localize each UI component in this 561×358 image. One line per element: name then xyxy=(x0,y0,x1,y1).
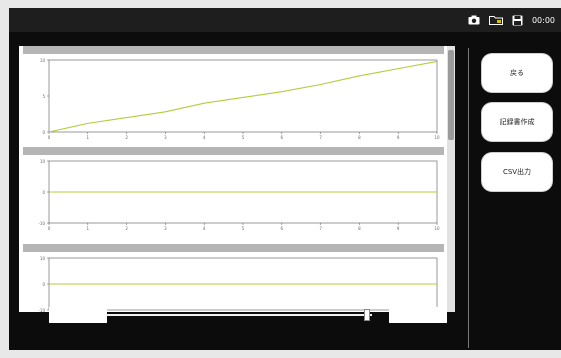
chart-panel-3: -10 0 10 xyxy=(19,244,455,312)
x-tick-label: 1 xyxy=(87,135,90,140)
y-tick-label: 0 xyxy=(42,190,45,195)
y-tick-label: 0 xyxy=(42,282,45,287)
chart-panel-1: 0 5 10 0 1 2 3 4 5 6 7 8 9 10 xyxy=(19,46,455,146)
x-tick-label: 4 xyxy=(203,226,206,231)
x-tick-label: 9 xyxy=(397,226,400,231)
chart-1-svg: 0 5 10 0 1 2 3 4 5 6 7 8 9 10 xyxy=(40,58,440,140)
x-tick-label: 9 xyxy=(397,135,400,140)
next-page-button[interactable] xyxy=(389,307,447,323)
x-tick-label: 4 xyxy=(203,135,206,140)
y-tick-label: 10 xyxy=(40,256,46,261)
y-tick-label: 0 xyxy=(42,130,45,135)
x-tick-label: 3 xyxy=(164,226,167,231)
footer-right-text xyxy=(374,327,464,337)
chart-panel-header xyxy=(23,46,444,54)
y-tick-label: -10 xyxy=(38,308,45,312)
plot-frame xyxy=(48,59,438,133)
chart-panel-2: -10 0 10 0 1 2 3 4 5 6 7 8 9 10 xyxy=(19,147,455,243)
folder-icon[interactable] xyxy=(488,15,503,25)
y-tick-label: -10 xyxy=(38,221,45,226)
disk-icon[interactable] xyxy=(512,15,523,26)
csv-export-button[interactable]: CSV出力 xyxy=(482,153,552,191)
time-slider[interactable] xyxy=(106,314,372,316)
x-tick-label: 6 xyxy=(281,135,284,140)
bottom-navigation xyxy=(9,307,468,350)
x-tick-label: 2 xyxy=(125,226,128,231)
top-bar: 00:00 xyxy=(9,8,561,32)
x-tick-label: 2 xyxy=(125,135,128,140)
y-tick-label: 10 xyxy=(40,159,46,164)
camera-icon[interactable] xyxy=(468,15,480,25)
chart-panel-header xyxy=(23,147,444,155)
x-tick-label: 5 xyxy=(242,226,245,231)
x-tick-label: 0 xyxy=(48,135,51,140)
y-tick-label: 5 xyxy=(42,94,45,99)
back-button[interactable]: 戻る xyxy=(482,54,552,92)
vertical-scrollbar[interactable] xyxy=(447,46,455,312)
time-slider-thumb[interactable] xyxy=(364,310,369,320)
chart-3-svg: -10 0 10 xyxy=(38,256,438,312)
x-tick-label: 8 xyxy=(358,135,361,140)
panel-divider xyxy=(468,48,469,348)
y-tick-label: 10 xyxy=(40,58,46,63)
scrollbar-thumb[interactable] xyxy=(448,50,454,140)
footer-left-text xyxy=(17,327,97,337)
window-title xyxy=(17,14,317,26)
x-tick-label: 1 xyxy=(87,226,90,231)
x-tick-label: 10 xyxy=(434,226,440,231)
x-tick-label: 3 xyxy=(164,135,167,140)
app-screen: 00:00 0 5 10 0 1 2 3 4 5 6 7 8 9 10 -10 0 10 0 1 2 3 4 5 6 7 8 9 1… xyxy=(9,8,561,350)
x-tick-label: 8 xyxy=(358,226,361,231)
previous-page-button[interactable] xyxy=(49,307,107,323)
x-tick-label: 6 xyxy=(281,226,284,231)
plot-area: 0 5 10 0 1 2 3 4 5 6 7 8 9 10 -10 0 10 0 1 2 3 4 5 6 7 8 9 10 -10 0… xyxy=(19,46,455,312)
create-report-button[interactable]: 記録書作成 xyxy=(482,103,552,141)
series-line xyxy=(48,60,438,133)
x-tick-label: 7 xyxy=(319,226,322,231)
clock: 00:00 xyxy=(531,15,555,25)
x-tick-label: 7 xyxy=(319,135,322,140)
x-tick-label: 5 xyxy=(242,135,245,140)
x-tick-label: 10 xyxy=(434,135,440,140)
chart-panel-header xyxy=(23,244,444,252)
x-tick-label: 0 xyxy=(48,226,51,231)
status-area: 00:00 xyxy=(468,12,555,28)
